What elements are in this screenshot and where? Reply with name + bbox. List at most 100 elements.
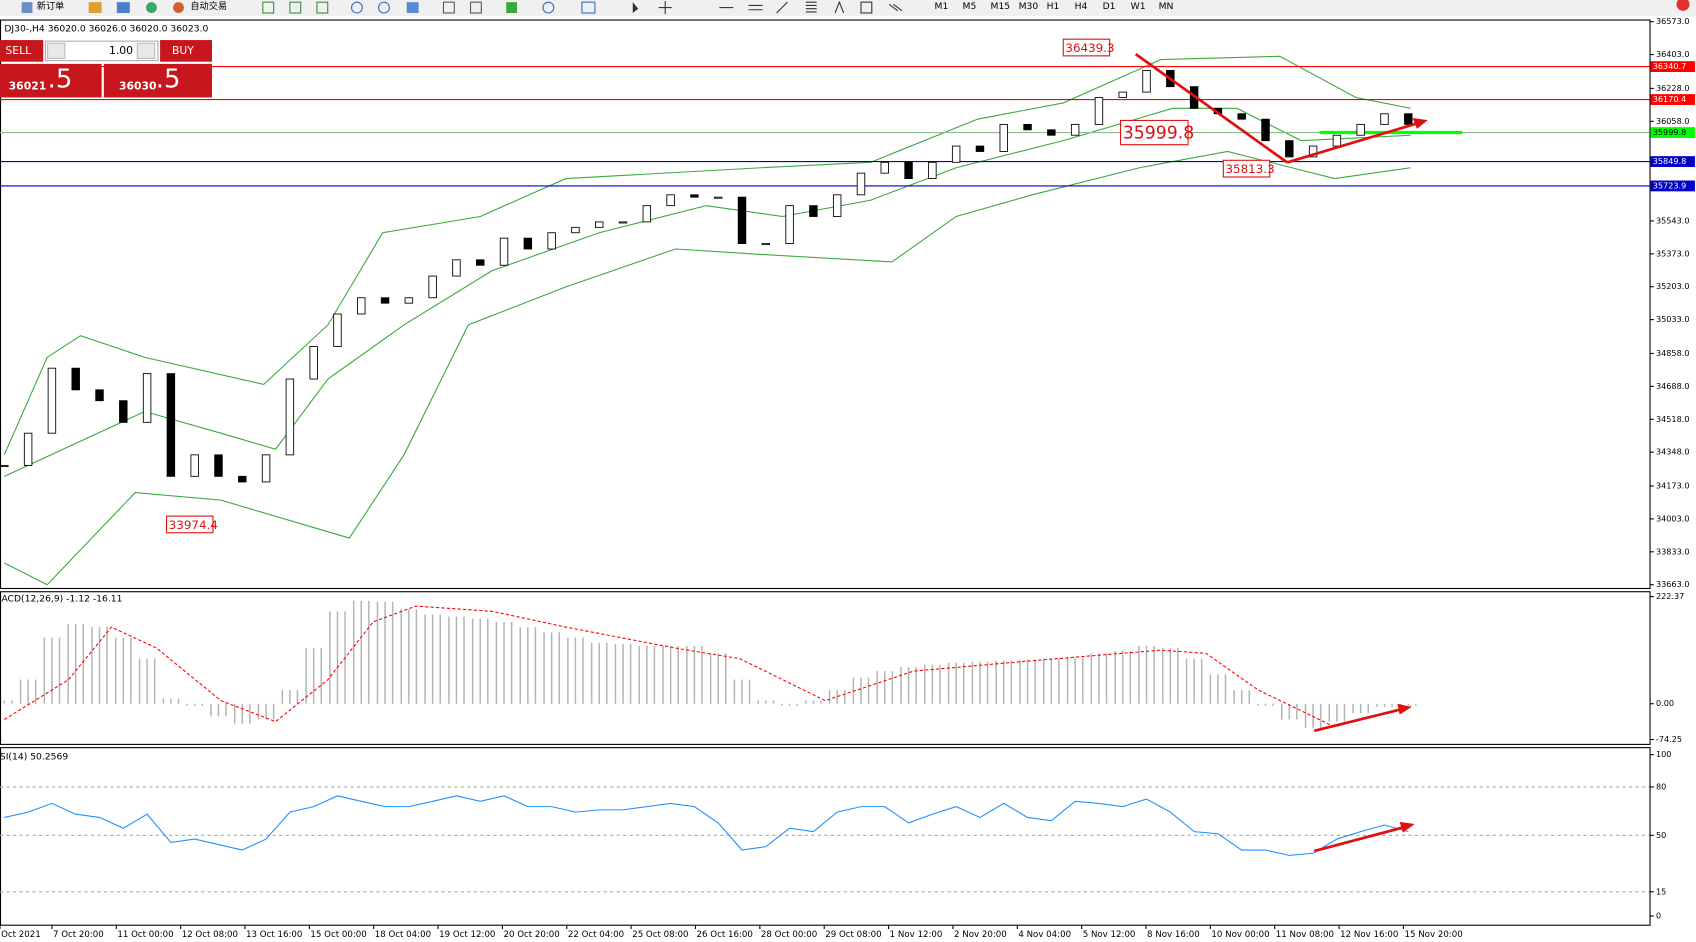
candle [618, 221, 628, 224]
price-label-box [1650, 94, 1695, 105]
timeframe-button[interactable]: H4 [1075, 1, 1088, 12]
x-tick-label: 13 Oct 16:00 [246, 930, 302, 940]
icon[interactable] [378, 1, 390, 14]
candle [357, 297, 366, 315]
trend-arrow [1134, 53, 1288, 164]
candle [523, 237, 533, 250]
candle [666, 194, 675, 207]
price-label: 35849.8 [1653, 156, 1687, 166]
candle [1332, 134, 1342, 147]
candle [1285, 140, 1294, 158]
ask-fraction[interactable]: .5 [156, 65, 181, 95]
new-order[interactable]: 新订单 [37, 0, 65, 12]
ask-box[interactable] [103, 63, 212, 98]
candle [1261, 118, 1270, 142]
icon[interactable] [776, 1, 788, 14]
price-label-box [1650, 180, 1695, 192]
y-tick-label: 35033.0 [1656, 314, 1690, 324]
icon[interactable] [116, 2, 130, 13]
y-tick-label: 36403.0 [1656, 49, 1690, 59]
icon[interactable] [442, 1, 455, 14]
icon[interactable] [406, 2, 419, 13]
candle [261, 454, 271, 483]
annotation: 35813.3 [1225, 162, 1274, 176]
lot-value[interactable]: 1.00 [109, 44, 133, 57]
x-tick-label: 8 Nov 16:00 [1147, 930, 1200, 940]
icon[interactable] [805, 1, 817, 13]
timeframe-button[interactable]: M1 [935, 1, 949, 12]
icon[interactable] [748, 4, 763, 11]
bid-fraction[interactable]: .5 [48, 65, 73, 95]
candle [23, 432, 33, 466]
icon[interactable] [21, 2, 33, 13]
candle [999, 123, 1008, 152]
buy-text[interactable]: BUY [172, 44, 194, 57]
x-tick-label: 28 Oct 00:00 [761, 930, 817, 940]
candle [166, 373, 176, 477]
icon[interactable] [506, 2, 518, 13]
candle [214, 454, 223, 477]
icon[interactable] [173, 2, 184, 13]
icon[interactable] [888, 3, 903, 12]
timeframe-button[interactable]: M5 [963, 1, 977, 12]
bid-main[interactable]: 36021 [9, 80, 47, 93]
timeframe-button[interactable]: W1 [1131, 1, 1146, 12]
icon[interactable] [88, 2, 102, 13]
alert-icon[interactable] [1676, 0, 1690, 11]
arrow-head [1412, 118, 1428, 129]
buy-button[interactable] [160, 40, 212, 62]
icon[interactable] [350, 1, 363, 14]
x-tick-label: 10 Nov 00:00 [1211, 930, 1269, 940]
lot-up[interactable] [136, 42, 156, 60]
sell-button[interactable] [0, 40, 44, 62]
candle [1356, 123, 1365, 136]
bid-box[interactable] [0, 63, 102, 98]
icon[interactable] [262, 1, 275, 14]
macd-label: MACD(12,26,9) -1.12 -16.11 [0, 593, 122, 604]
candle [1237, 113, 1246, 120]
timeframe-button[interactable]: H1 [1047, 1, 1060, 12]
timeframe-button[interactable]: M30 [1019, 1, 1039, 12]
candle [1142, 69, 1151, 93]
icon[interactable] [146, 2, 157, 13]
candle [1308, 145, 1318, 158]
price-label-box [1650, 156, 1695, 167]
annotation: 35999.8 [1123, 124, 1194, 144]
x-tick-label: 25 Oct 08:00 [632, 930, 688, 940]
icon[interactable] [289, 1, 302, 14]
candle [975, 145, 985, 152]
y-tick-label: 80 [1656, 781, 1666, 791]
icon[interactable] [658, 1, 672, 15]
icon[interactable] [316, 1, 329, 14]
sell-text[interactable]: SELL [5, 44, 31, 57]
rsi-label: RSI(14) 50.2569 [0, 751, 68, 762]
icon[interactable] [469, 1, 482, 14]
y-tick-label: 34003.0 [1656, 513, 1690, 523]
lot-field[interactable] [44, 40, 159, 62]
candle [142, 373, 152, 423]
icon[interactable] [542, 1, 555, 14]
timeframe-button[interactable]: MN [1159, 1, 1174, 12]
plot-layer: 36573.0 36403.0 36228.0 36058.0 35543.0 35373… [0, 16, 1695, 940]
candle [1404, 113, 1413, 125]
annotation-box [1222, 159, 1271, 178]
price-label: 35723.9 [1653, 180, 1687, 190]
icon[interactable] [860, 1, 873, 14]
auto-trading[interactable]: 自动交易 [190, 0, 227, 12]
candle [856, 172, 866, 196]
macd-signal [4, 605, 1411, 728]
main-panel-frame [0, 19, 1651, 590]
annotation-box [166, 515, 214, 534]
timeframe-button[interactable]: D1 [1103, 1, 1116, 12]
ask-main[interactable]: 36030 [119, 80, 157, 93]
lot-down[interactable] [47, 42, 66, 60]
candle [95, 389, 104, 402]
icon[interactable] [632, 2, 639, 13]
candle [499, 237, 509, 266]
timeframe-button[interactable]: M15 [991, 1, 1011, 12]
candle [309, 346, 318, 380]
icon[interactable] [581, 1, 596, 14]
icon[interactable] [834, 0, 845, 14]
